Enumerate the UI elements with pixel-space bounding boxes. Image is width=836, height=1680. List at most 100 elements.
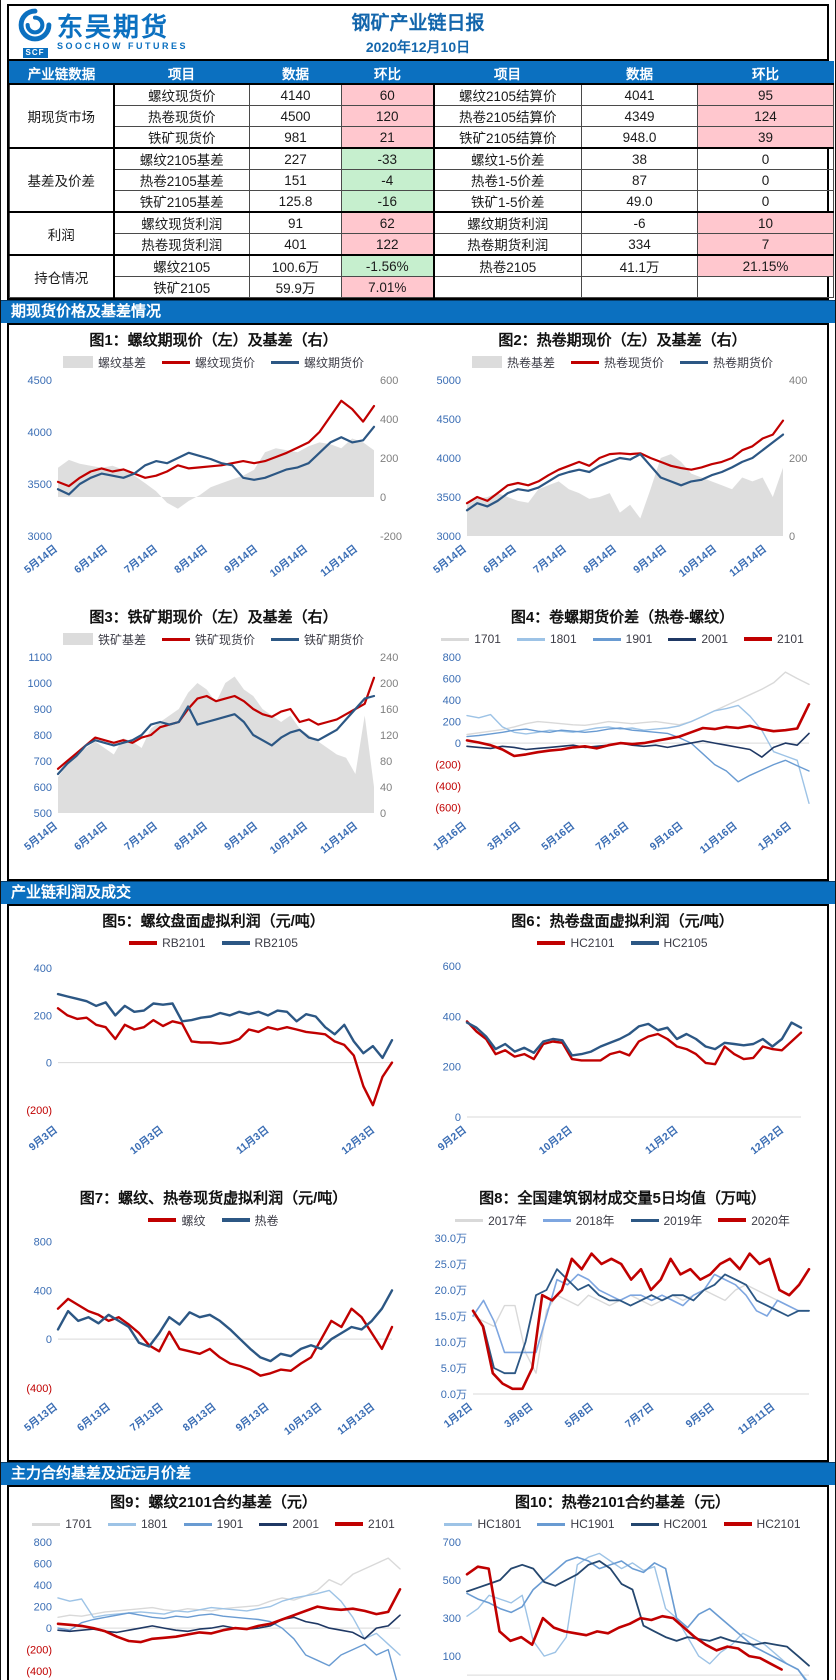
- legend-item: RB2101: [129, 936, 206, 950]
- chart-legend: RB2101 RB2105: [129, 933, 298, 953]
- chart-grid-profit: 图5：螺纹盘面虚拟利润（元/吨） RB2101 RB2105 400 200 0 (20…: [7, 904, 829, 1462]
- table-cell: 100.6万: [249, 254, 342, 277]
- svg-text:600: 600: [442, 674, 460, 686]
- svg-text:7月14日: 7月14日: [122, 820, 160, 853]
- svg-text:0: 0: [454, 1112, 460, 1124]
- table-cell: 948.0: [581, 126, 698, 149]
- legend-swatch: [542, 1218, 571, 1222]
- legend-item: RB2105: [221, 936, 298, 950]
- svg-text:600: 600: [33, 782, 51, 794]
- legend-item: 铁矿基差: [62, 631, 146, 648]
- svg-text:5月13日: 5月13日: [22, 1401, 60, 1434]
- table-cell: 热卷现货价: [113, 105, 250, 127]
- table-cell: 334: [581, 233, 698, 256]
- svg-text:400: 400: [442, 1011, 460, 1023]
- svg-text:10月14日: 10月14日: [267, 543, 309, 580]
- table-cell: [697, 276, 834, 298]
- legend-label: 螺纹现货价: [194, 355, 255, 370]
- svg-text:5月14日: 5月14日: [22, 543, 60, 576]
- legend-item: 1701: [32, 1517, 92, 1531]
- chart-title: 图9：螺纹2101合约基差（元）: [110, 1494, 317, 1511]
- svg-text:1月16日: 1月16日: [431, 820, 469, 853]
- legend-label: 2020年: [751, 1213, 790, 1228]
- legend-swatch: [221, 1218, 250, 1222]
- svg-text:240: 240: [380, 652, 398, 664]
- legend-label: 铁矿期货价: [304, 632, 365, 647]
- svg-text:8月14日: 8月14日: [581, 543, 619, 576]
- svg-text:12月3日: 12月3日: [339, 1124, 377, 1157]
- svg-text:5.0万: 5.0万: [440, 1363, 466, 1375]
- svg-text:0: 0: [789, 531, 795, 543]
- svg-text:11月16日: 11月16日: [697, 820, 739, 856]
- table-cell: 125.8: [249, 190, 342, 213]
- chart-title: 图8：全国建筑钢材成交量5日均值（万吨）: [479, 1190, 766, 1207]
- company-name: 东吴期货: [57, 12, 170, 42]
- chart-title: 图10：热卷2101合约基差（元）: [514, 1494, 731, 1511]
- legend-label: 2018年: [575, 1213, 615, 1228]
- svg-text:3500: 3500: [27, 479, 51, 491]
- legend-label: 铁矿现货价: [194, 632, 255, 647]
- chart-legend: HC2101 HC2105: [537, 933, 708, 953]
- svg-text:9月13日: 9月13日: [233, 1401, 271, 1434]
- legend-label: 1901: [625, 632, 653, 646]
- table-cell: 4349: [581, 105, 698, 127]
- legend-label: HC1801: [477, 1517, 522, 1531]
- legend-swatch: [161, 360, 190, 364]
- svg-text:-200: -200: [380, 531, 402, 543]
- legend-swatch: [471, 356, 502, 368]
- table-group-cell: 期现货市场: [9, 83, 115, 149]
- table-cell: 螺纹1-5价差: [433, 147, 582, 170]
- table-cell: 120: [341, 105, 435, 127]
- svg-text:11月14日: 11月14日: [318, 543, 360, 579]
- svg-text:400: 400: [33, 963, 51, 975]
- svg-text:3500: 3500: [436, 492, 460, 504]
- svg-text:10月2日: 10月2日: [536, 1124, 574, 1157]
- svg-text:7月13日: 7月13日: [127, 1401, 165, 1434]
- svg-text:3000: 3000: [27, 531, 51, 543]
- chart-plot: 400 200 0 (200) 9月3日 10月3日 11月3日 12月3日: [26, 963, 393, 1157]
- svg-text:7月14日: 7月14日: [531, 543, 569, 576]
- svg-text:4000: 4000: [27, 427, 51, 439]
- svg-text:200: 200: [380, 453, 398, 465]
- report-date: 2020年12月10日: [365, 39, 471, 55]
- svg-text:11月2日: 11月2日: [643, 1124, 680, 1157]
- svg-text:600: 600: [33, 1559, 51, 1571]
- svg-text:4500: 4500: [27, 375, 51, 387]
- table-cell: 227: [249, 147, 342, 170]
- legend-label: 热卷: [254, 1213, 279, 1228]
- legend-swatch: [537, 1522, 566, 1526]
- svg-text:400: 400: [442, 695, 460, 707]
- svg-text:600: 600: [442, 961, 460, 973]
- table-cell: 59.9万: [249, 276, 342, 298]
- table-cell: 87: [581, 169, 698, 191]
- table-cell: 热卷2105结算价: [433, 105, 582, 127]
- svg-text:0.0万: 0.0万: [440, 1389, 466, 1401]
- legend-item: HC2105: [630, 936, 708, 950]
- legend-label: 1701: [65, 1517, 92, 1531]
- svg-text:6月14日: 6月14日: [72, 820, 110, 853]
- legend-item: 1801: [107, 1517, 168, 1531]
- legend-swatch: [148, 1218, 177, 1222]
- legend-label: 热卷现货价: [603, 355, 664, 370]
- legend-swatch: [630, 941, 659, 945]
- svg-text:0: 0: [45, 1623, 51, 1635]
- svg-text:8月14日: 8月14日: [172, 543, 210, 576]
- chart-title: 图5：螺纹盘面虚拟利润（元/吨）: [102, 913, 325, 930]
- svg-text:200: 200: [442, 717, 460, 729]
- chart-grid-prices: 图1：螺纹期现价（左）及基差（右） 螺纹基差 螺纹现货价 螺纹期货价 4500 400…: [7, 323, 829, 881]
- legend-swatch: [62, 633, 93, 645]
- table-cell: 螺纹现货利润: [113, 211, 250, 234]
- legend-label: HC1901: [570, 1517, 615, 1531]
- svg-text:9月14日: 9月14日: [631, 543, 669, 576]
- svg-text:6月14日: 6月14日: [72, 543, 110, 576]
- legend-label: 1801: [140, 1517, 168, 1531]
- legend-swatch: [107, 1522, 136, 1526]
- table-cell: 62: [341, 211, 435, 234]
- table-cell: 39: [697, 126, 834, 149]
- legend-swatch: [592, 637, 621, 641]
- legend-item: 1901: [183, 1517, 243, 1531]
- svg-text:9月16日: 9月16日: [647, 820, 685, 853]
